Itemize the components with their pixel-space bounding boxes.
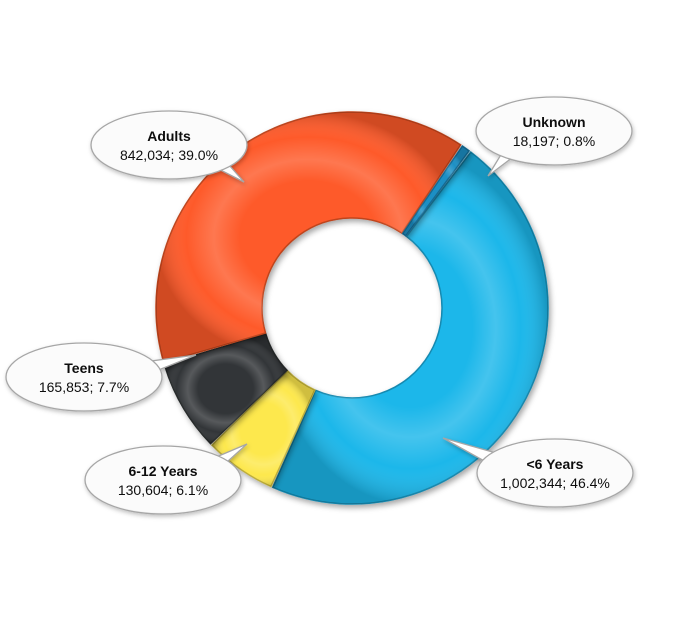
data-label-value: 842,034; 39.0% [120,147,218,163]
callout-unknown: Unknown 18,197; 0.8% [475,96,633,177]
callout-bubble-fill [7,344,161,410]
callout-bubble-fill [92,112,246,178]
data-label-category: 6-12 Years [128,463,197,479]
data-label-value: 1,002,344; 46.4% [500,475,610,491]
callout-bubble-fill [86,447,240,513]
data-label-category: Unknown [523,114,586,130]
data-label-category: <6 Years [527,456,584,472]
callout-adults: Adults 842,034; 39.0% [90,110,248,183]
data-label-category: Adults [147,128,191,144]
data-label-value: 130,604; 6.1% [118,482,208,498]
data-label-value: 165,853; 7.7% [39,379,129,395]
callout-teens: Teens 165,853; 7.7% [5,342,197,412]
callout-under-6-years: <6 Years 1,002,344; 46.4% [442,437,634,508]
data-label-category: Teens [64,360,104,376]
callout-bubble-fill [478,440,632,506]
data-label-value: 18,197; 0.8% [513,133,596,149]
callouts-layer: <6 Years 1,002,344; 46.4% 6-12 Years 130,60… [5,96,634,515]
callout-6-12-years: 6-12 Years 130,604; 6.1% [84,443,248,515]
callout-bubble-fill [477,98,631,164]
